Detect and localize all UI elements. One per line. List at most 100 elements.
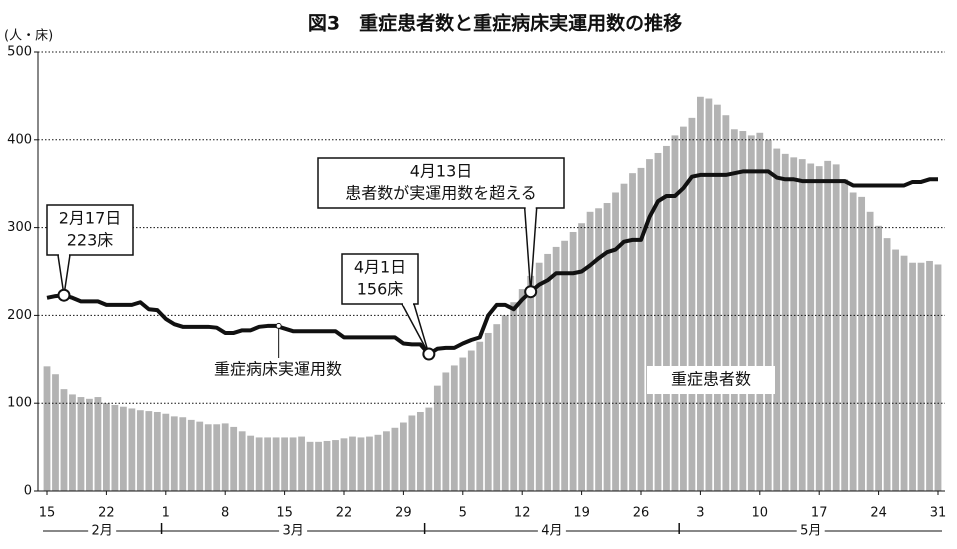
bar	[230, 426, 238, 491]
bar	[841, 179, 849, 491]
bar	[153, 411, 161, 491]
bar	[162, 413, 170, 491]
bar	[247, 435, 255, 491]
bar	[815, 166, 823, 491]
bar	[595, 208, 602, 491]
month-bg	[88, 522, 117, 540]
bar	[739, 131, 747, 491]
bar	[77, 397, 85, 491]
x-tick-label: 15	[39, 506, 56, 521]
bar	[730, 129, 738, 491]
bar	[340, 438, 348, 491]
bar	[204, 424, 212, 491]
annotation: 223床	[67, 231, 114, 250]
y-tick-label: 200	[7, 308, 32, 323]
bar	[671, 135, 679, 491]
month-bg	[279, 522, 308, 540]
month-bg	[537, 522, 566, 540]
bar	[561, 240, 569, 491]
bar	[349, 436, 356, 491]
bar	[883, 238, 891, 491]
bar	[476, 341, 484, 491]
bar	[43, 366, 51, 491]
bar	[620, 183, 628, 491]
y-tick-label: 100	[7, 396, 32, 411]
bar	[357, 437, 365, 491]
annotation: 156床	[357, 280, 404, 299]
bar	[493, 324, 501, 491]
bar	[323, 440, 331, 491]
callout-box	[341, 253, 419, 305]
bar	[900, 255, 908, 491]
bar	[374, 434, 382, 491]
month-label: 4月	[541, 524, 562, 539]
series-label: 重症患者数	[671, 370, 751, 389]
series-label: 重症病床実運用数	[214, 360, 342, 379]
y-tick-label: 500	[7, 45, 32, 60]
bar	[764, 139, 772, 492]
bar	[798, 159, 806, 491]
highlight-point	[57, 288, 71, 302]
bar	[569, 231, 577, 492]
x-tick-label: 31	[930, 506, 947, 521]
month-bg	[796, 522, 825, 540]
bar	[128, 408, 136, 491]
callout-gap	[58, 253, 69, 257]
highlight-point	[422, 347, 436, 361]
bar	[603, 203, 611, 492]
bar	[697, 96, 704, 491]
bar	[713, 104, 721, 492]
bar	[646, 159, 653, 491]
bar	[756, 132, 764, 491]
month-label: 3月	[282, 524, 303, 539]
highlight-point	[524, 285, 538, 299]
bar	[170, 416, 178, 491]
callout-pointer	[523, 207, 538, 292]
bar	[391, 427, 399, 491]
chart-title: 図3 重症患者数と重症病床実運用数の推移	[308, 12, 682, 35]
bar	[934, 264, 942, 491]
x-tick-label: 17	[811, 506, 828, 521]
line	[46, 169, 938, 357]
bar	[612, 192, 619, 492]
bar	[892, 249, 899, 491]
bar	[119, 406, 127, 491]
bar	[315, 441, 322, 491]
bar	[86, 398, 93, 491]
y-tick-label: 400	[7, 132, 32, 147]
bar	[442, 372, 450, 491]
x-tick-label: 10	[752, 506, 769, 521]
x-tick-label: 29	[395, 506, 412, 521]
bar	[433, 385, 441, 491]
bar	[832, 164, 840, 491]
bar	[111, 404, 119, 491]
y-tick-label: 0	[24, 484, 32, 499]
month-label: 2月	[92, 524, 113, 539]
callout-pointer	[400, 303, 430, 355]
callout-gap	[403, 302, 413, 306]
x-tick-label: 12	[514, 506, 531, 521]
bar	[272, 437, 280, 491]
x-tick-label: 15	[276, 506, 293, 521]
x-tick-label: 26	[633, 506, 650, 521]
annotation: 4月1日	[354, 258, 406, 277]
bar	[145, 411, 153, 491]
bar	[705, 98, 713, 491]
bar	[688, 117, 696, 491]
label-bg	[190, 358, 366, 382]
bar	[484, 332, 492, 491]
label-bg	[647, 366, 775, 394]
bar	[60, 389, 68, 491]
y-tick-label: 300	[7, 220, 32, 235]
bar	[52, 374, 59, 491]
bar	[94, 397, 102, 491]
bar	[264, 437, 272, 491]
bar	[136, 410, 144, 491]
bar	[917, 262, 925, 491]
bar	[722, 115, 730, 491]
bar	[213, 424, 221, 491]
bar	[654, 152, 662, 491]
bar	[544, 253, 552, 491]
bar	[849, 192, 857, 492]
bar	[366, 436, 373, 491]
